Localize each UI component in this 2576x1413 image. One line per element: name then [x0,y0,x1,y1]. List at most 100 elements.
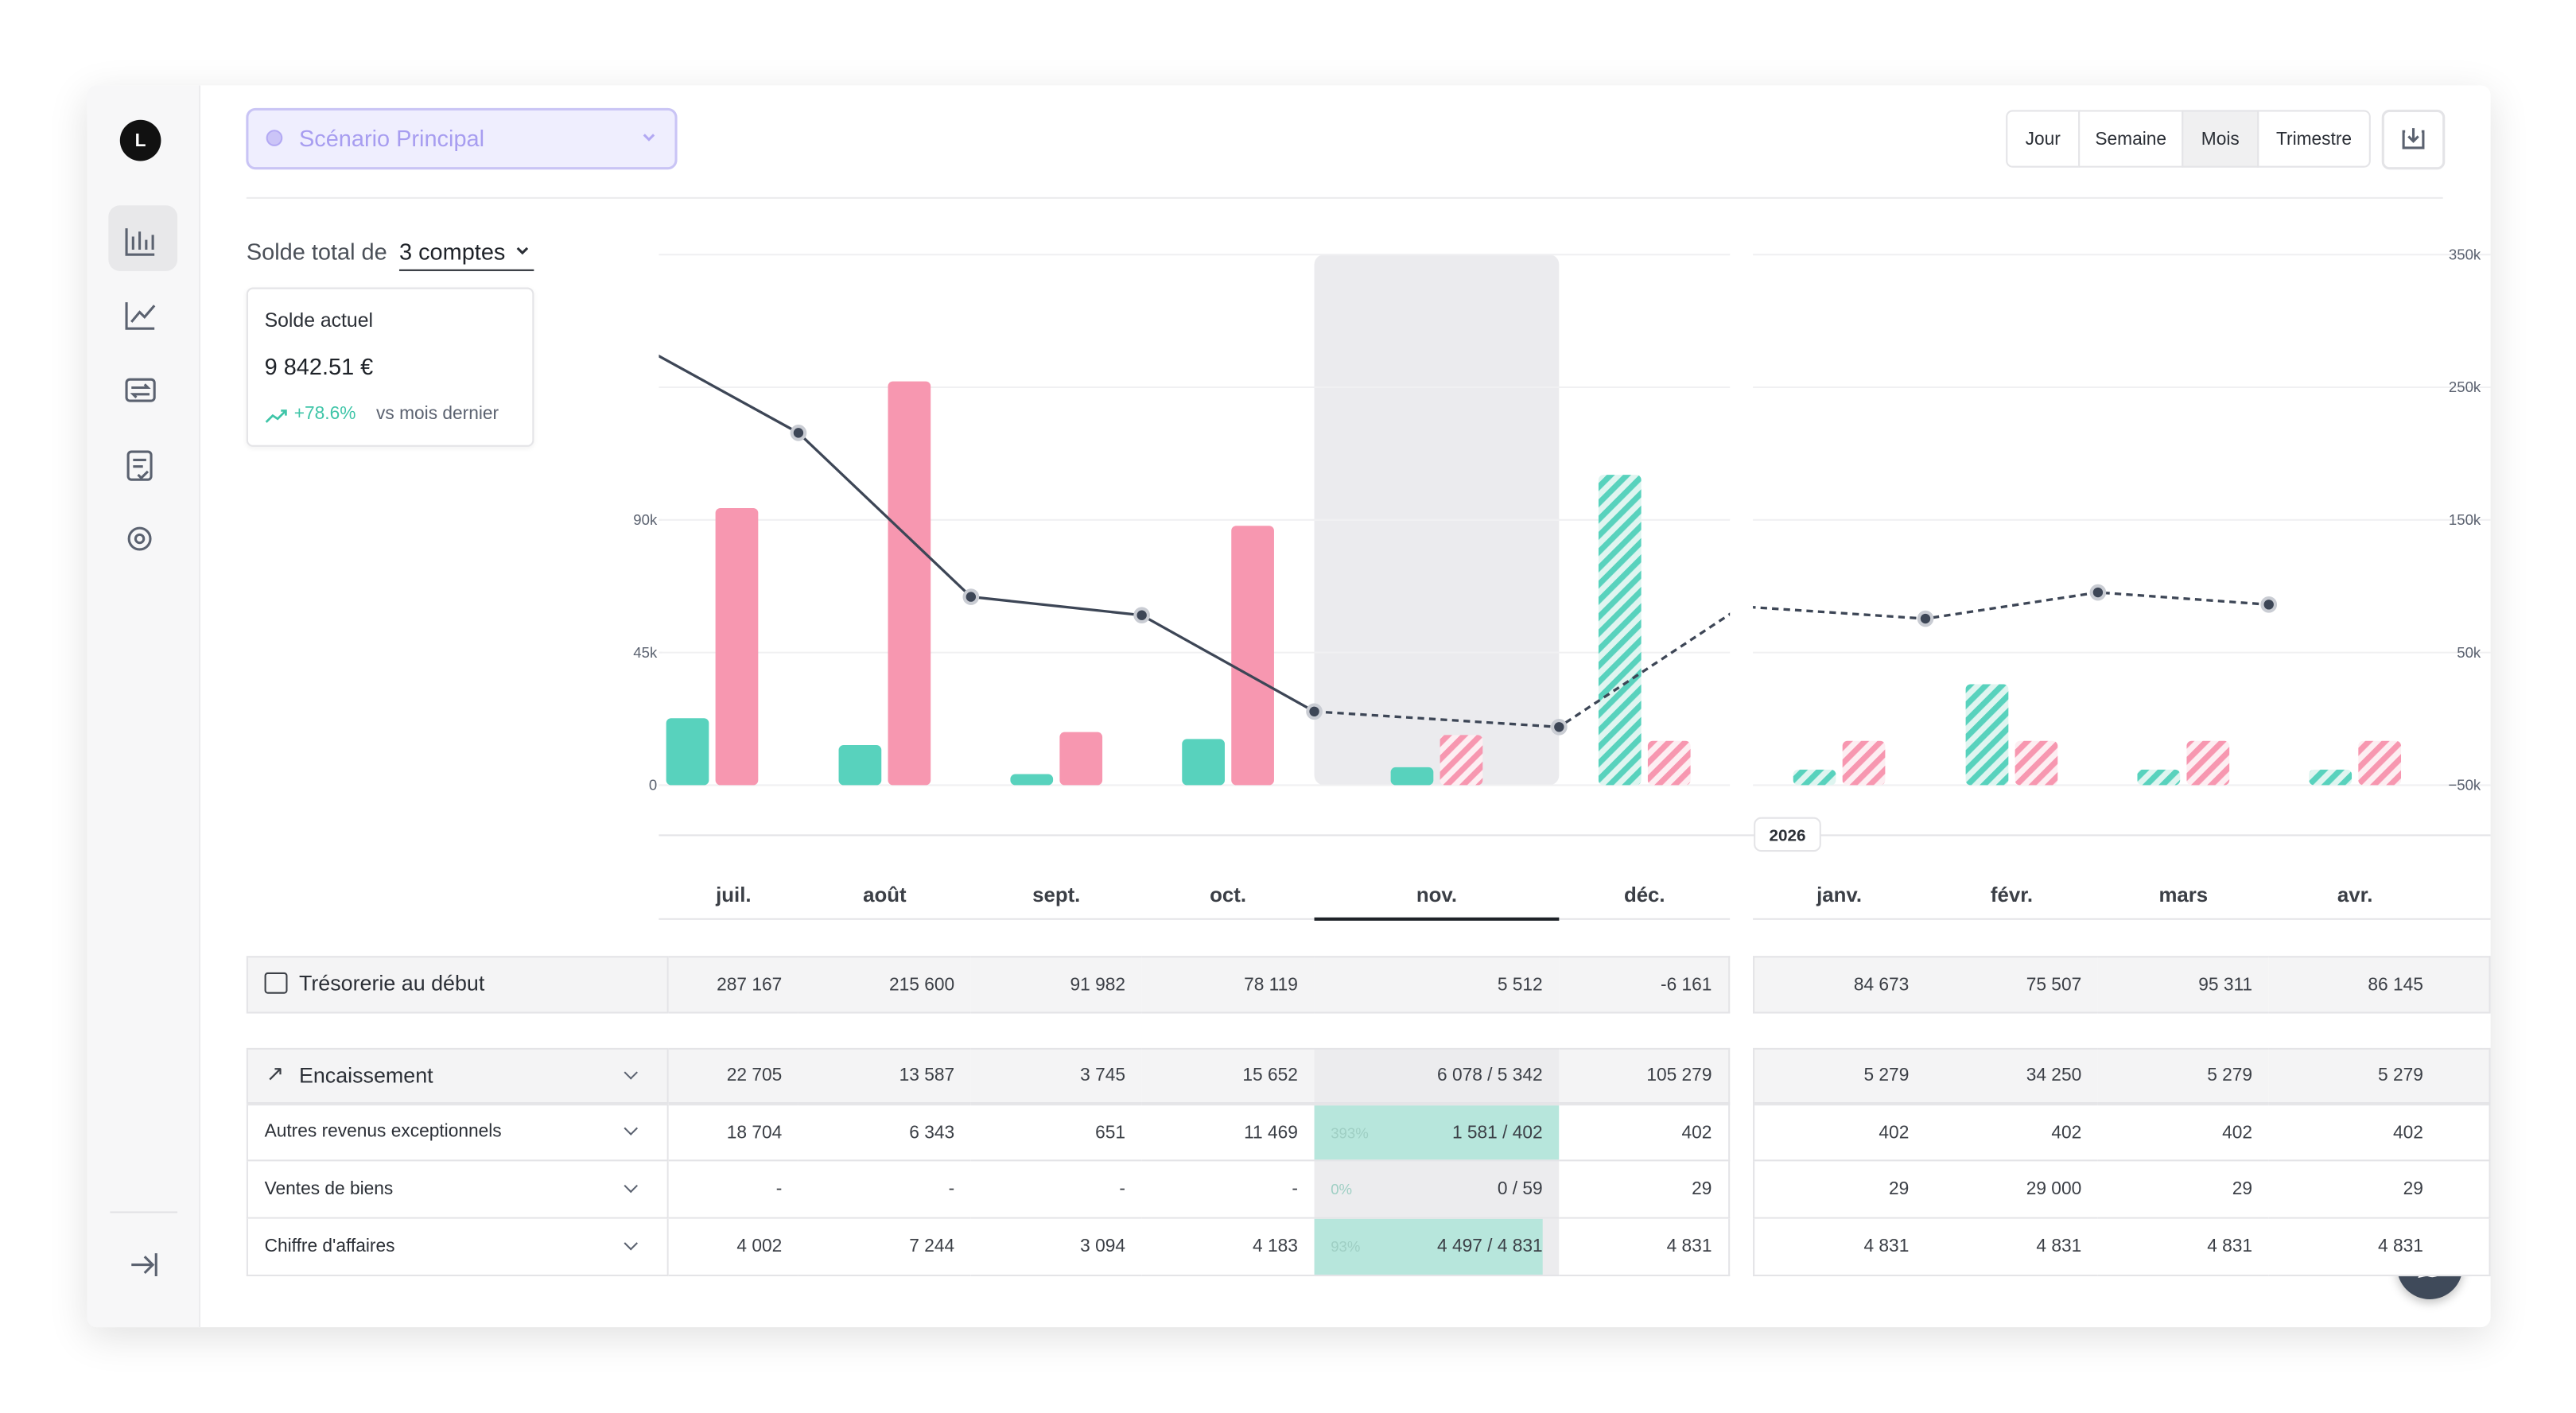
balance-point [1551,718,1568,736]
row-label [246,1104,669,1162]
table-cell: 29 [2097,1161,2269,1219]
table-cell: 105 279 [1559,1047,1731,1104]
table-cell: 402 [1753,1104,1926,1162]
balance-card [246,287,534,447]
bar [666,718,709,786]
table-cell: 4 183 [1141,1218,1315,1277]
cell-value: 5 512 [1497,974,1543,995]
chart: −50k 50k 150k 250k 350k 0 45k 90k 2026 juil. août s… [633,246,2491,921]
table-cell: 29 [1559,1161,1731,1219]
cell-value: 75 507 [2026,974,2082,995]
table-cell: 6 078 / 5 342 [1314,1047,1560,1104]
month-label: août [863,884,907,906]
table-cell: 402 [1925,1104,2098,1162]
table-cell: 29 [2268,1161,2491,1219]
month-label: avr. [2337,884,2373,906]
cell-value: 402 [2392,1122,2423,1143]
cell-value: 29 000 [2026,1179,2082,1199]
nav-reports[interactable] [126,450,153,481]
nav-settings[interactable] [127,526,152,551]
bar [1059,732,1103,786]
avatar[interactable]: L [119,119,161,161]
period-button[interactable]: Trimestre [2257,110,2371,168]
cell-value: 29 [2232,1179,2253,1199]
cell-value: - [1292,1179,1298,1199]
table-cell: 4 831 [1559,1218,1731,1277]
cell-value: - [775,1179,783,1199]
table-cell: 95 311 [2097,956,2269,1014]
table-cell: 5 279 [2268,1047,2491,1104]
card-title: Solde actuel [264,309,374,332]
row-title: Encaissement [298,1062,433,1088]
table-cell: 402 [2097,1104,2269,1162]
bar [1842,740,1886,786]
sidebar [87,85,201,1328]
y2-tick-label: 350k [2449,246,2481,262]
cell-value: 86 145 [2368,974,2423,995]
balance-point [1917,610,1934,627]
period-button[interactable]: Jour [2006,110,2081,168]
cell-value: 4 831 [2378,1236,2423,1257]
row-icon: ↗ [266,1061,285,1086]
month-label: nov. [1416,884,1457,906]
scenario-select[interactable] [246,107,678,170]
period-button[interactable]: Mois [2182,110,2259,168]
table-cell: 4 831 [1753,1218,1926,1277]
y2-tick-label: −50k [2448,777,2481,794]
plot [659,336,2402,786]
accounts-select[interactable]: 3 comptes [398,238,506,265]
cell-value: 4 497 / 4 831 [1437,1236,1543,1257]
balance-point [2089,584,2107,601]
month-label: sept. [1032,884,1080,906]
table-cell: 3 745 [970,1047,1142,1104]
nav-transactions[interactable] [125,378,156,402]
cell-value: 4 831 [2207,1236,2253,1257]
cell-value: 287 167 [717,974,783,995]
cell-value: - [1119,1179,1126,1199]
table-cell: 7 244 [798,1218,971,1277]
balance-change: +78.6% [293,404,356,424]
cell-value: 651 [1095,1122,1126,1143]
bar [715,507,759,786]
row-title: Trésorerie au début [298,970,485,996]
download-icon [2402,128,2425,149]
y2-tick-label: 150k [2449,511,2481,528]
bar [2309,769,2353,786]
progress-label: 93% [1331,1237,1361,1255]
table-cell: 215 600 [798,956,971,1014]
period-button[interactable]: Semaine [2078,110,2184,168]
progress-label: 0% [1331,1180,1353,1197]
year-label: 2026 [1770,827,1806,845]
table-cell: 91 982 [970,956,1142,1014]
month-label: mars [2158,884,2208,906]
bar [1598,475,1642,786]
table-cell: 78 119 [1141,956,1315,1014]
bar [838,745,882,786]
cell-value: 84 673 [1853,974,1910,995]
table-cell: 651 [970,1104,1142,1162]
cell-value: 34 250 [2026,1066,2082,1086]
table-cell: 5 512 [1314,956,1560,1014]
row-icon [264,972,288,994]
table-cell: 4 831 [2097,1218,2269,1277]
table-cell: 4 831 [1925,1218,2098,1277]
cell-value: 3 745 [1080,1066,1126,1086]
cell-value: 402 [1879,1122,1910,1143]
bar [2137,769,2181,786]
table-cell: 6 343 [798,1104,971,1162]
collapse-sidebar[interactable] [131,1253,157,1277]
table-cell: 393% 1 581 / 402 [1314,1104,1560,1162]
month-label: juil. [715,884,751,906]
cell-value: 95 311 [2198,974,2253,995]
nav-dashboard[interactable] [125,228,155,256]
cell-value: 3 094 [1080,1236,1126,1257]
table-cell: 18 704 [668,1104,798,1162]
nav-analytics[interactable] [125,302,156,330]
cell-value: 22 705 [726,1066,783,1086]
progress-fill [1314,1218,1542,1275]
month-label: janv. [1816,884,1862,906]
cell-value: 5 279 [2378,1066,2423,1086]
bar [1440,735,1483,786]
table-cell: 0% 0 / 59 [1314,1161,1560,1219]
